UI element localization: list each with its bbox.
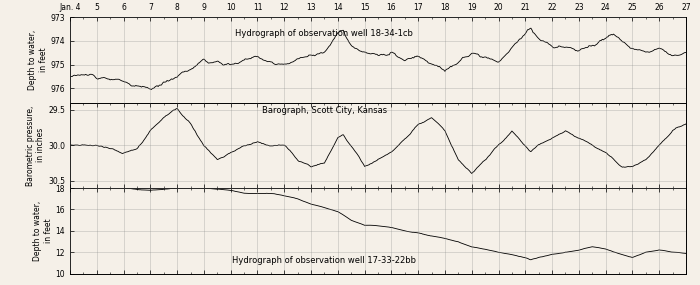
Y-axis label: Depth to water,
in feet: Depth to water, in feet [28,30,48,90]
Text: Barograph, Scott City, Kansas: Barograph, Scott City, Kansas [262,106,387,115]
Text: Hydrograph of observation well 18-34-1cb: Hydrograph of observation well 18-34-1cb [235,29,414,38]
Y-axis label: Depth to water,
in feet: Depth to water, in feet [34,201,52,261]
Y-axis label: Barometric pressure,
in inches: Barometric pressure, in inches [26,105,46,186]
Text: Hydrograph of observation well 17-33-22bb: Hydrograph of observation well 17-33-22b… [232,256,416,265]
